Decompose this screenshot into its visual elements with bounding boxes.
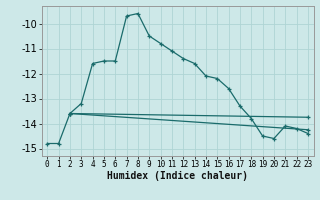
X-axis label: Humidex (Indice chaleur): Humidex (Indice chaleur) (107, 171, 248, 181)
